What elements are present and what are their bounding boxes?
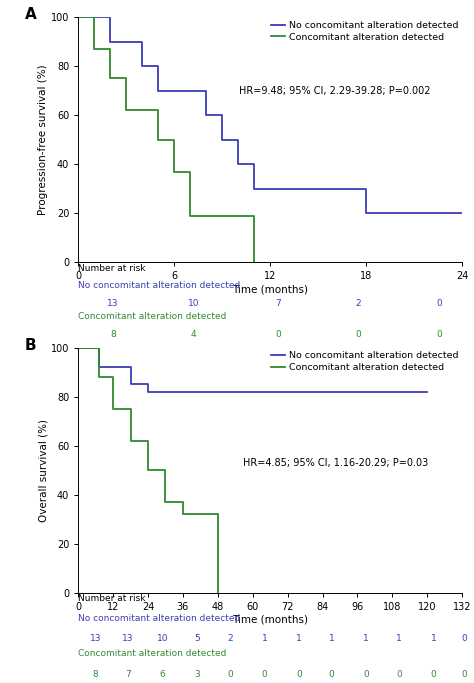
- Text: A: A: [25, 8, 36, 23]
- Text: 10: 10: [188, 299, 199, 308]
- Text: 2: 2: [356, 299, 361, 308]
- Text: 1: 1: [430, 635, 436, 643]
- Text: 4: 4: [191, 330, 196, 339]
- Text: 10: 10: [157, 635, 168, 643]
- Y-axis label: Progression-free survival (%): Progression-free survival (%): [38, 64, 48, 215]
- Text: 7: 7: [275, 299, 281, 308]
- Legend: No concomitant alteration detected, Concomitant alteration detected: No concomitant alteration detected, Conc…: [270, 350, 459, 373]
- Text: 1: 1: [262, 635, 267, 643]
- Text: Concomitant alteration detected: Concomitant alteration detected: [78, 650, 227, 658]
- Text: 0: 0: [329, 669, 335, 678]
- Text: Number at risk: Number at risk: [78, 594, 146, 604]
- Text: 1: 1: [396, 635, 401, 643]
- Text: 13: 13: [90, 635, 101, 643]
- Text: 8: 8: [92, 669, 99, 678]
- Text: 2: 2: [227, 635, 233, 643]
- Text: 0: 0: [363, 669, 369, 678]
- Text: 3: 3: [194, 669, 200, 678]
- X-axis label: Time (months): Time (months): [232, 615, 308, 625]
- Text: 13: 13: [107, 299, 118, 308]
- Text: 1: 1: [363, 635, 369, 643]
- Text: B: B: [25, 338, 36, 353]
- Text: 6: 6: [160, 669, 165, 678]
- X-axis label: Time (months): Time (months): [232, 284, 308, 294]
- Text: 1: 1: [329, 635, 335, 643]
- Text: Number at risk: Number at risk: [78, 264, 146, 273]
- Text: No concomitant alteration detected: No concomitant alteration detected: [78, 615, 240, 624]
- Text: HR=9.48; 95% CI, 2.29-39.28; P=0.002: HR=9.48; 95% CI, 2.29-39.28; P=0.002: [239, 86, 431, 96]
- Text: Concomitant alteration detected: Concomitant alteration detected: [78, 312, 227, 321]
- Text: No concomitant alteration detected: No concomitant alteration detected: [78, 281, 240, 290]
- Text: 1: 1: [296, 635, 302, 643]
- Text: 0: 0: [356, 330, 361, 339]
- Text: 0: 0: [227, 669, 233, 678]
- Legend: No concomitant alteration detected, Concomitant alteration detected: No concomitant alteration detected, Conc…: [270, 20, 459, 42]
- Text: HR=4.85; 95% CI, 1.16-20.29; P=0.03: HR=4.85; 95% CI, 1.16-20.29; P=0.03: [243, 458, 428, 468]
- Text: 0: 0: [461, 635, 467, 643]
- Text: 0: 0: [296, 669, 302, 678]
- Text: 7: 7: [125, 669, 131, 678]
- Text: 13: 13: [122, 635, 134, 643]
- Text: 0: 0: [275, 330, 281, 339]
- Text: 0: 0: [430, 669, 436, 678]
- Text: 0: 0: [436, 299, 442, 308]
- Text: 8: 8: [110, 330, 116, 339]
- Text: 0: 0: [461, 669, 467, 678]
- Y-axis label: Overall survival (%): Overall survival (%): [38, 419, 48, 522]
- Text: 0: 0: [262, 669, 267, 678]
- Text: 0: 0: [436, 330, 442, 339]
- Text: 5: 5: [194, 635, 200, 643]
- Text: 0: 0: [396, 669, 401, 678]
